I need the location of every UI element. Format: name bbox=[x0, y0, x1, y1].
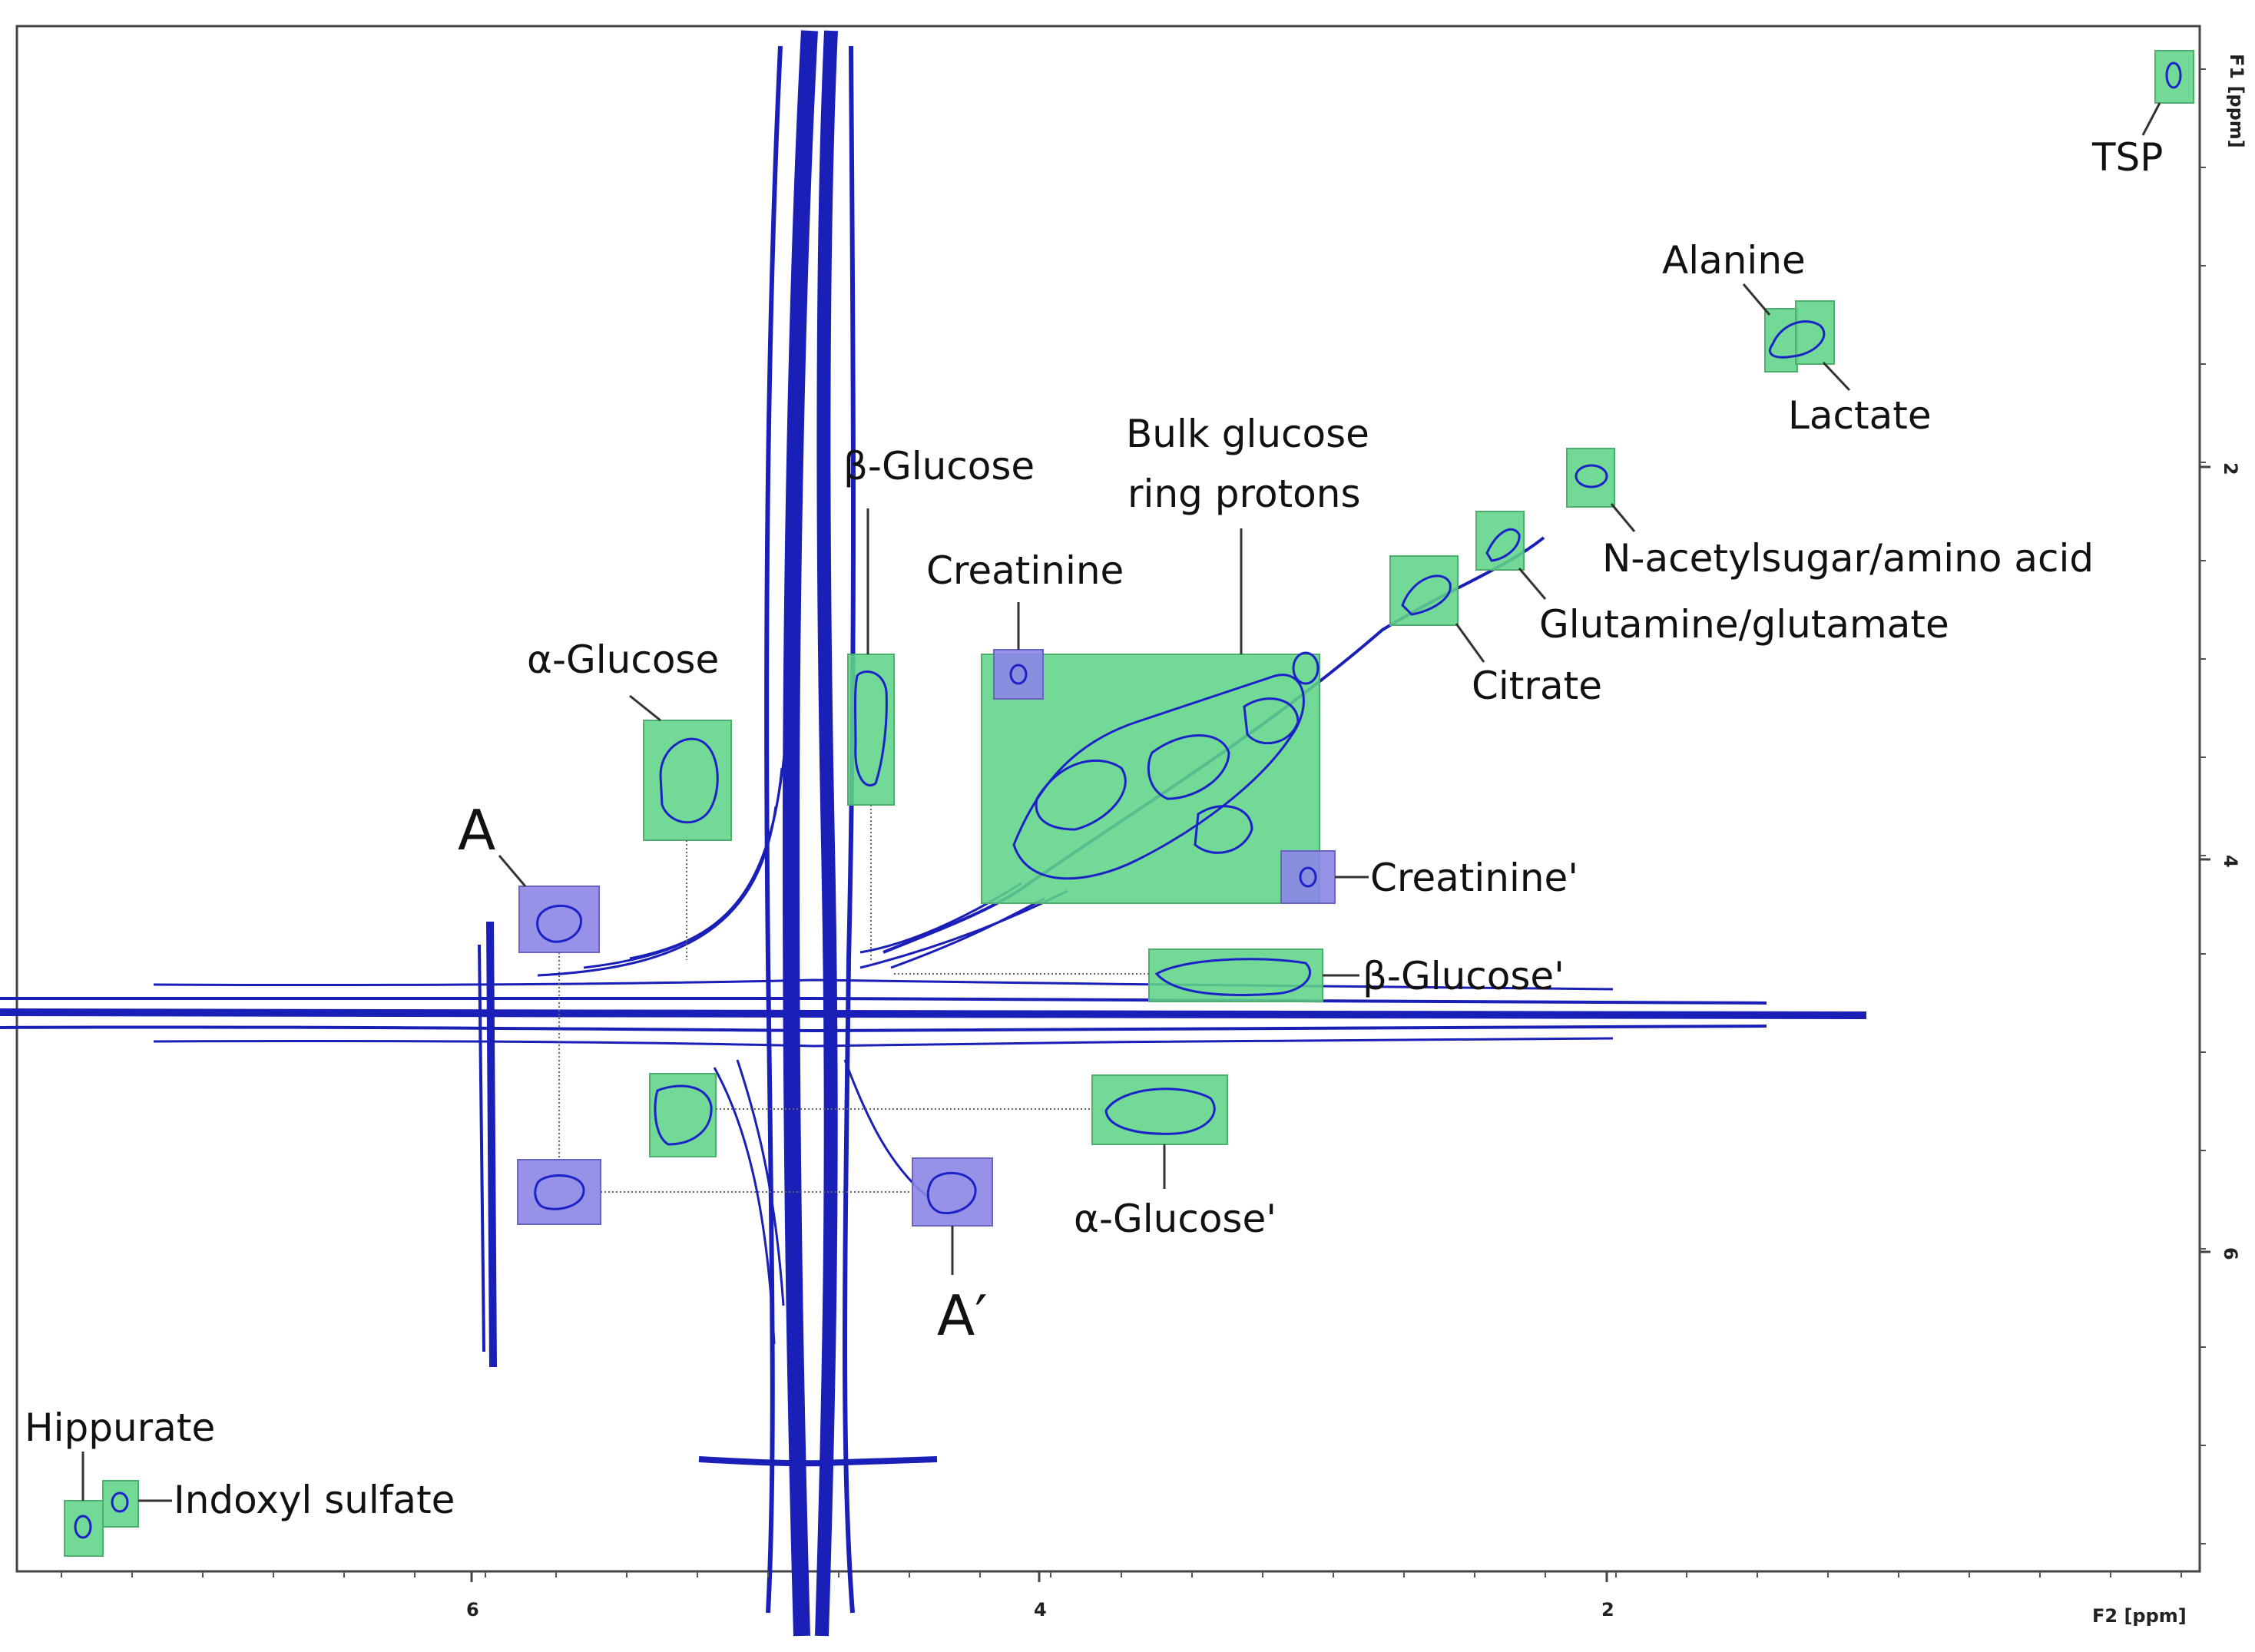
contour-bulk-2 bbox=[1035, 759, 1127, 831]
leader-lines bbox=[81, 102, 2161, 1502]
x-tick-label: 2 bbox=[1601, 1599, 1614, 1621]
water-ridge-horizontal-upper bbox=[0, 996, 1767, 1005]
leader-citrate bbox=[1455, 623, 1485, 663]
label-creatinine-prime: Creatinine' bbox=[1370, 856, 1578, 900]
y-tick-label: 4 bbox=[2220, 855, 2241, 868]
contour-bulk-6 bbox=[1292, 651, 1320, 685]
water-ridge-vertical-right bbox=[815, 30, 838, 1637]
label-tsp: TSP bbox=[2091, 135, 2163, 180]
box-creatinine-prime bbox=[1280, 850, 1336, 904]
y-tick-label: 2 bbox=[2220, 462, 2241, 475]
contour-beta-glucose bbox=[854, 670, 888, 786]
water-flare-7 bbox=[713, 1067, 776, 1345]
water-flare-3 bbox=[629, 729, 788, 960]
box-tsp bbox=[2154, 50, 2194, 104]
contour-alpha-glucose bbox=[659, 737, 719, 824]
label-beta-glucose: β-Glucose bbox=[843, 444, 1035, 488]
plot-frame bbox=[15, 25, 2201, 1573]
label-beta-glucose-prime: β-Glucose' bbox=[1363, 954, 1565, 998]
contour-alpha-glucose-prime bbox=[1104, 1088, 1216, 1135]
leader-lactate bbox=[1822, 361, 1851, 392]
y-axis-ticks: 2 4 6 bbox=[2200, 68, 2241, 1544]
contour-a-lower bbox=[534, 1174, 585, 1210]
label-creatinine: Creatinine bbox=[926, 548, 1124, 593]
contour-nacetylsugar bbox=[1575, 464, 1608, 488]
contour-creatinine-prime bbox=[1299, 866, 1317, 888]
box-hippurate bbox=[64, 1500, 104, 1557]
contour-a-prime bbox=[926, 1172, 977, 1214]
x-axis-label: F2 [ppm] bbox=[2092, 1605, 2187, 1627]
contour-alanine-lactate bbox=[1768, 320, 1826, 359]
leader-alanine bbox=[1742, 283, 1771, 316]
axes: 6 4 2 2 4 6 F2 [ppm] F1 [ppm] bbox=[61, 54, 2247, 1627]
water-ridge-horizontal-lower2 bbox=[153, 1037, 1614, 1048]
contour-alpha-glucose-lower bbox=[654, 1084, 713, 1146]
peak-labels: TSP Alanine Lactate N-acetylsugar/amino … bbox=[25, 135, 2163, 1522]
box-glutamine bbox=[1475, 511, 1525, 571]
label-a: A bbox=[458, 798, 495, 862]
contour-bulk-3 bbox=[1147, 734, 1230, 800]
label-alanine: Alanine bbox=[1662, 238, 1806, 283]
leader-alpha-glucose bbox=[629, 694, 661, 722]
contour-indoxyl bbox=[111, 1491, 129, 1513]
water-ridge-vertical-outer-right bbox=[843, 45, 856, 1614]
x-tick-label: 6 bbox=[466, 1599, 479, 1621]
leader-glutamine bbox=[1518, 568, 1547, 600]
label-bulk-glucose-line2: ring protons bbox=[1128, 472, 1361, 516]
label-lactate: Lactate bbox=[1788, 393, 1932, 438]
label-hippurate: Hippurate bbox=[25, 1405, 215, 1450]
box-a-lower bbox=[517, 1159, 601, 1225]
water-ridge-vertical-left bbox=[782, 30, 818, 1637]
label-citrate: Citrate bbox=[1472, 664, 1602, 708]
contour-bulk-4 bbox=[1194, 805, 1253, 854]
diagonal-ridge-2 bbox=[890, 897, 1045, 969]
label-alpha-glucose: α-Glucose bbox=[527, 637, 719, 682]
y-axis-label: F1 [ppm] bbox=[2226, 54, 2247, 148]
water-flare-5 bbox=[859, 889, 1068, 969]
contour-beta-glucose-prime bbox=[1154, 958, 1311, 997]
box-a-prime bbox=[912, 1157, 993, 1227]
water-ridge-vertical-outer-left bbox=[764, 45, 783, 1614]
water-ridges bbox=[0, 30, 1867, 1637]
contour-creatinine bbox=[1009, 664, 1028, 685]
contour-bulk-5 bbox=[1243, 697, 1300, 745]
streak-left-outer bbox=[478, 944, 485, 1352]
water-ridge-horizontal bbox=[0, 1008, 1867, 1019]
x-axis-ticks: 6 4 2 bbox=[61, 1571, 2182, 1621]
label-a-prime: A′ bbox=[937, 1283, 988, 1348]
label-glutamine: Glutamine/glutamate bbox=[1539, 602, 1949, 647]
water-flare-6 bbox=[736, 1059, 785, 1306]
water-ridge-horizontal-lower bbox=[0, 1025, 1767, 1033]
box-indoxyl bbox=[102, 1480, 139, 1528]
x-tick-label: 4 bbox=[1034, 1599, 1047, 1621]
box-alpha-glucose-prime bbox=[1091, 1074, 1228, 1145]
contour-citrate bbox=[1401, 574, 1452, 616]
y-tick-label: 6 bbox=[2220, 1247, 2241, 1260]
box-citrate bbox=[1389, 555, 1459, 626]
contour-bulk-1 bbox=[1012, 674, 1305, 880]
box-alanine bbox=[1764, 308, 1798, 372]
label-alpha-glucose-prime: α-Glucose' bbox=[1074, 1197, 1277, 1241]
box-beta-glucose-prime bbox=[1148, 948, 1323, 1002]
contour-a bbox=[536, 905, 582, 943]
contour-hippurate bbox=[74, 1515, 92, 1539]
contour-glutamine bbox=[1485, 528, 1521, 562]
label-nacetylsugar: N-acetylsugar/amino acid bbox=[1602, 536, 2094, 581]
peak-boxes bbox=[64, 50, 2194, 1557]
box-creatinine bbox=[993, 649, 1044, 700]
label-indoxyl: Indoxyl sulfate bbox=[174, 1478, 455, 1522]
label-bulk-glucose-line1: Bulk glucose bbox=[1126, 412, 1369, 456]
water-ridge-horizontal-upper2 bbox=[153, 978, 1614, 991]
leader-a bbox=[498, 855, 527, 887]
leader-nacetylsugar bbox=[1610, 503, 1636, 532]
contour-tsp bbox=[2165, 61, 2182, 89]
water-bottom-cross bbox=[698, 1456, 938, 1467]
streak-left bbox=[486, 921, 497, 1368]
leader-tsp bbox=[2141, 102, 2161, 136]
